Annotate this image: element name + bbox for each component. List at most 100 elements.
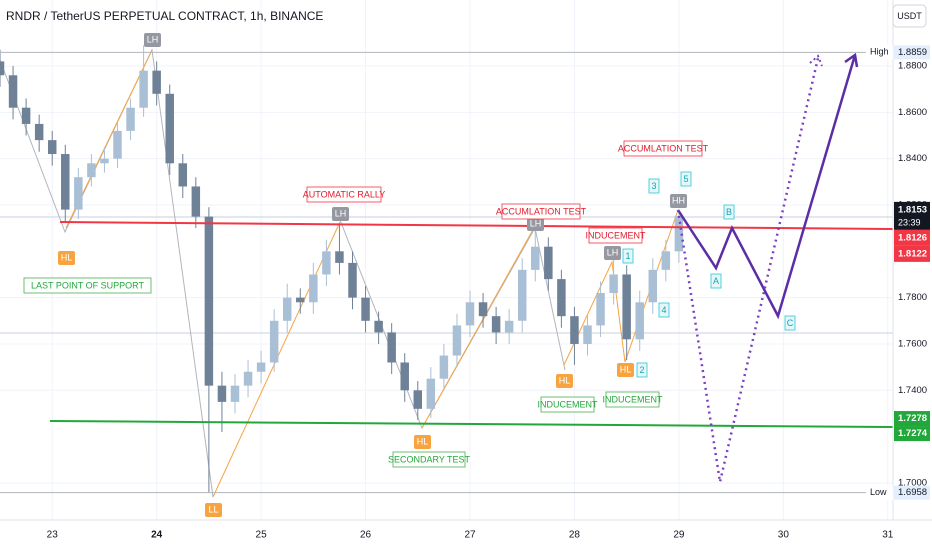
- x-tick-label: 23: [47, 530, 59, 541]
- x-tick-label: 30: [778, 530, 790, 541]
- low_mark-box: [894, 485, 930, 500]
- wave-box: [680, 171, 692, 187]
- candle-body: [87, 163, 96, 178]
- annotation-box: [392, 451, 466, 468]
- candle-body: [243, 371, 253, 386]
- candle-body: [674, 215, 684, 252]
- badge-text: HH: [672, 195, 685, 205]
- currency-label: USDT: [897, 11, 922, 21]
- candle-body: [335, 251, 344, 263]
- candle-body: [544, 246, 553, 280]
- wave-label: 5: [683, 174, 688, 184]
- badge: [670, 194, 687, 208]
- candle-body: [47, 140, 57, 155]
- annotation-box: [306, 186, 382, 203]
- candle-body: [230, 385, 240, 402]
- badge: [332, 207, 349, 221]
- badge-text: HL: [559, 375, 571, 385]
- wave-label: A: [713, 276, 719, 286]
- candle-body: [452, 325, 462, 356]
- annotation: ACCUMLATION TEST: [496, 206, 587, 216]
- candle-body: [178, 163, 188, 187]
- x-tick-label: 31: [882, 530, 894, 541]
- candle-body: [426, 378, 436, 409]
- candle-body: [361, 297, 370, 321]
- candle-body: [413, 390, 423, 409]
- y-tick-label: 1.8600: [898, 107, 927, 118]
- projection-arrow: [809, 54, 823, 67]
- wave-label: 4: [661, 305, 666, 315]
- candle-body: [256, 362, 266, 372]
- green-level: 1.7274: [898, 428, 928, 439]
- swing-line: [421, 225, 536, 429]
- candle-body: [570, 316, 579, 344]
- high_mark-tag-bg: [866, 45, 893, 60]
- x-tick-label: 24: [151, 530, 163, 541]
- candle-body: [126, 107, 135, 131]
- badge-text: LH: [530, 218, 542, 228]
- support-line: [49, 420, 894, 428]
- y-tick-label: 1.7800: [898, 292, 927, 303]
- green-level-box: [894, 411, 930, 427]
- badge: [414, 435, 431, 449]
- annotation: INDUCEMENT: [603, 394, 664, 404]
- red-level: 1.8122: [898, 248, 927, 259]
- wave-box: [784, 315, 796, 331]
- badge: [205, 503, 222, 517]
- candle-body: [0, 61, 5, 76]
- annotation-box: [540, 396, 595, 413]
- low_mark-tag-bg: [866, 485, 893, 500]
- candle-body: [491, 316, 501, 333]
- candle-body: [583, 325, 592, 344]
- badge-text: LH: [607, 247, 619, 257]
- green-level-box: [894, 426, 930, 442]
- candle-body: [517, 269, 527, 321]
- current-price-box: [894, 201, 930, 230]
- candle-body: [309, 274, 318, 303]
- green-level: 1.7278: [898, 413, 927, 424]
- current-price: 1.8153: [898, 204, 927, 215]
- annotation: INDUCEMENT: [586, 230, 647, 240]
- red-level-box: [894, 245, 930, 262]
- candle-body: [152, 70, 161, 94]
- axes: 1.88001.86001.84001.82001.78001.76001.74…: [0, 45, 930, 541]
- candle-body: [139, 70, 148, 108]
- annotation-box: [23, 277, 152, 294]
- candle-body: [204, 216, 214, 386]
- red-level-box: [894, 229, 930, 246]
- candle-body: [269, 320, 279, 363]
- badge: [144, 33, 161, 47]
- chart-title: RNDR / TetherUS PERPETUAL CONTRACT, 1h, …: [6, 9, 323, 23]
- candle-body: [609, 274, 618, 294]
- wave-labels: 1 2 3 4 5 A B C: [622, 171, 796, 378]
- wave-label: B: [726, 207, 732, 217]
- x-tick-label: 26: [360, 530, 372, 541]
- candle-body: [61, 154, 70, 210]
- candle-body: [21, 107, 31, 124]
- x-tick-label: 28: [569, 530, 581, 541]
- candle-body: [661, 251, 671, 270]
- low_mark-value: 1.6958: [898, 487, 927, 498]
- currency-button[interactable]: [892, 4, 927, 28]
- high_mark-value: 1.8859: [898, 47, 927, 58]
- wave-box: [710, 273, 722, 289]
- resistance-line: [59, 221, 894, 230]
- annotation-box: [605, 391, 660, 408]
- annotations: LAST POINT OF SUPPORT AUTOMATIC RALLY SE…: [23, 140, 709, 468]
- candle-body: [100, 158, 109, 164]
- badge: [556, 374, 573, 388]
- projection-dotted: [676, 57, 820, 483]
- candle-body: [400, 362, 409, 391]
- candle-body: [191, 186, 201, 217]
- candle-body: [34, 123, 44, 141]
- y-tick-label: 1.8800: [898, 61, 927, 72]
- high_mark-box: [894, 45, 930, 60]
- wave-box: [658, 302, 670, 318]
- candle-body: [557, 279, 566, 317]
- high_mark-tag: High: [870, 47, 889, 57]
- annotation-box: [588, 227, 643, 244]
- y-tick-label: 1.8400: [898, 153, 927, 164]
- candle-body: [8, 75, 18, 108]
- wave-label: 3: [651, 181, 656, 191]
